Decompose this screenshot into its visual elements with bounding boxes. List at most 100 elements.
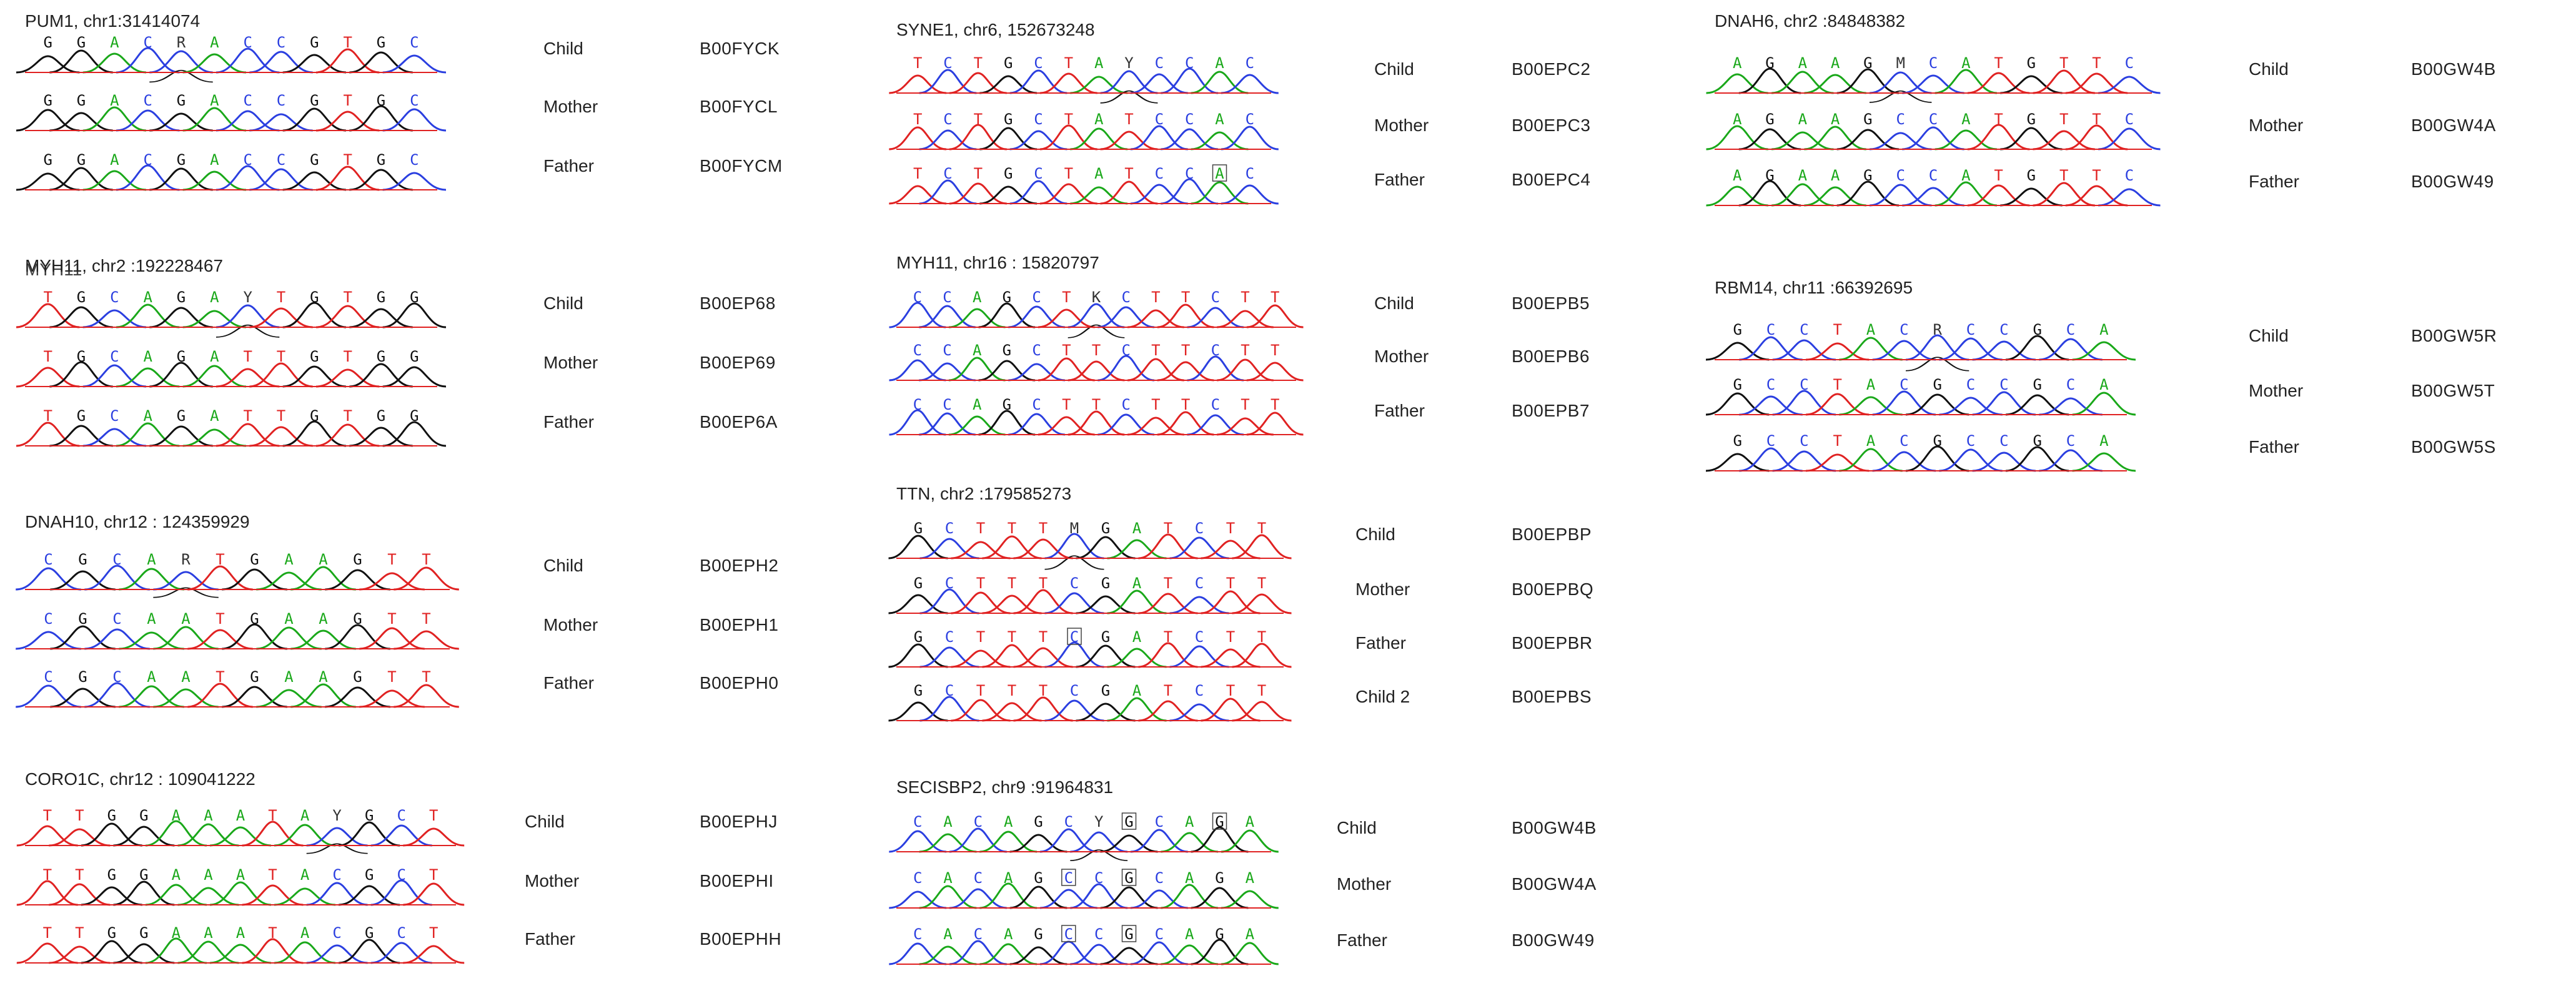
trace-peak xyxy=(1191,826,1249,853)
base-call: C xyxy=(974,813,983,831)
trace-peak xyxy=(339,821,400,847)
trace-peak xyxy=(1869,132,1932,150)
trace-peak xyxy=(274,941,336,964)
sample-id-label: B00EPHH xyxy=(700,929,782,949)
base-call: G xyxy=(1101,682,1110,699)
trace-peak xyxy=(49,306,113,328)
base-call: T xyxy=(1064,165,1073,182)
base-call: A xyxy=(1215,54,1224,72)
base-call: C xyxy=(913,869,922,887)
trace-peak xyxy=(889,359,946,382)
base-call: C xyxy=(1034,111,1043,128)
trace-peak xyxy=(182,310,247,328)
trace-peak xyxy=(1161,67,1219,94)
base-call: C xyxy=(112,610,121,628)
trace-peak xyxy=(282,171,347,191)
base-call: C xyxy=(110,348,119,365)
base-call: C xyxy=(277,34,285,51)
trace-peak xyxy=(949,124,1007,150)
sample-id-label: B00EPBS xyxy=(1512,687,1592,706)
base-call: A xyxy=(172,866,181,884)
base-call: T xyxy=(974,111,983,128)
base-call: C xyxy=(1800,321,1808,338)
base-call: G xyxy=(353,668,362,686)
family-role-label: Child xyxy=(2249,326,2289,345)
trace-peak xyxy=(1013,647,1073,668)
trace-peak xyxy=(1905,445,1969,472)
trace-peak xyxy=(1009,69,1068,94)
trace-peak xyxy=(370,879,432,906)
base-call: T xyxy=(1833,376,1841,393)
base-call: T xyxy=(343,92,352,109)
trace-peak xyxy=(979,943,1038,965)
base-call-box xyxy=(1212,164,1227,182)
base-call: G xyxy=(1124,869,1133,887)
family-role-label: Mother xyxy=(1374,116,1429,135)
trace-peak xyxy=(1187,355,1244,382)
trace-peak xyxy=(2065,72,2128,94)
base-call: A xyxy=(1866,321,1876,338)
base-call: C xyxy=(974,925,983,943)
trace-peak xyxy=(1169,703,1229,722)
base-call: A xyxy=(143,348,152,365)
base-call: T xyxy=(1064,111,1073,128)
trace-peak xyxy=(49,361,113,388)
base-call: A xyxy=(1132,628,1142,646)
family-role-label: Father xyxy=(2249,437,2299,456)
trace-peak xyxy=(1097,306,1155,328)
trace-peak xyxy=(1068,360,1125,382)
trace-peak-secondary xyxy=(306,843,368,854)
trace-peak xyxy=(1217,417,1274,436)
trace-peak xyxy=(394,566,459,591)
base-call: T xyxy=(343,348,352,365)
base-call-box xyxy=(1061,925,1076,942)
trace-peak xyxy=(209,881,272,906)
base-call: T xyxy=(1241,396,1249,413)
trace-peak xyxy=(1804,126,1866,150)
family-role-label: Father xyxy=(1355,633,1406,653)
family-role-label: Mother xyxy=(2249,116,2304,135)
trace-peak xyxy=(290,566,356,591)
base-call: G xyxy=(177,151,186,169)
base-call: T xyxy=(277,348,285,365)
trace-peak xyxy=(1221,74,1279,94)
trace-peak xyxy=(177,940,239,964)
base-call: T xyxy=(1039,575,1048,592)
trace-peak xyxy=(306,944,368,964)
trace-peak xyxy=(1076,703,1136,722)
base-call: A xyxy=(284,610,294,628)
trace-peak xyxy=(149,362,213,388)
sample-id-label: B00EPH1 xyxy=(700,615,779,634)
sample-id-label: B00EPBP xyxy=(1512,525,1592,544)
base-call: G xyxy=(1124,925,1133,943)
base-call: C xyxy=(1999,376,2008,393)
base-call: A xyxy=(319,551,328,568)
base-call: G xyxy=(1765,54,1774,72)
trace-peak xyxy=(1972,340,2036,361)
sample-id-label: B00EP6A xyxy=(700,412,778,431)
family-role-label: Child 2 xyxy=(1355,687,1410,706)
trace-peak xyxy=(242,938,304,964)
trace-peak xyxy=(116,367,180,388)
trace-peak xyxy=(1038,308,1095,328)
base-call: A xyxy=(143,288,152,306)
base-call: T xyxy=(1151,288,1160,306)
base-call: G xyxy=(1215,813,1224,831)
trace-peak xyxy=(119,631,184,650)
base-call: C xyxy=(1211,288,1220,306)
trace-peak xyxy=(1130,73,1188,94)
trace-peak xyxy=(1039,72,1097,94)
base-call: Y xyxy=(332,807,342,824)
trace-peak xyxy=(215,368,280,388)
base-call: T xyxy=(1241,342,1249,359)
base-call: T xyxy=(243,348,252,365)
base-call: G xyxy=(43,151,52,169)
base-call: C xyxy=(1900,321,1908,338)
trace-peak xyxy=(1161,128,1219,150)
base-call: C xyxy=(1155,813,1164,831)
sample-id-label: B00EP69 xyxy=(700,353,776,372)
